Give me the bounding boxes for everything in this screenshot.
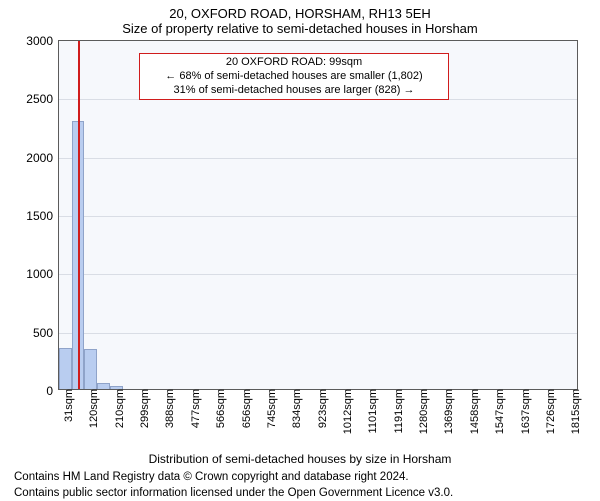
gridline-h xyxy=(59,274,577,275)
histogram-bar xyxy=(84,349,97,389)
annotation-box: 20 OXFORD ROAD: 99sqm← 68% of semi-detac… xyxy=(139,53,449,100)
x-tick-label: 477sqm xyxy=(186,389,202,428)
x-tick-label: 1012sqm xyxy=(338,389,354,434)
page-title-line2: Size of property relative to semi-detach… xyxy=(0,21,600,40)
y-tick-label: 2000 xyxy=(26,151,59,165)
y-tick-label: 1500 xyxy=(26,209,59,223)
x-tick-label: 1458sqm xyxy=(465,389,481,434)
annotation-line: ← 68% of semi-detached houses are smalle… xyxy=(146,70,442,84)
chart-container: Number of semi-detached properties 05001… xyxy=(0,40,600,450)
gridline-h xyxy=(59,216,577,217)
y-tick-label: 0 xyxy=(46,384,59,398)
footer-line1: Contains HM Land Registry data © Crown c… xyxy=(14,470,586,486)
annotation-line: 31% of semi-detached houses are larger (… xyxy=(146,84,442,98)
x-tick-label: 1191sqm xyxy=(389,389,405,433)
x-tick-label: 1815sqm xyxy=(566,389,582,434)
x-tick-label: 1637sqm xyxy=(516,389,532,434)
plot-area: 05001000150020002500300031sqm120sqm210sq… xyxy=(58,40,578,390)
footer: Contains HM Land Registry data © Crown c… xyxy=(0,466,600,501)
x-tick-label: 120sqm xyxy=(84,389,100,428)
page-title-line1: 20, OXFORD ROAD, HORSHAM, RH13 5EH xyxy=(0,0,600,21)
footer-line2: Contains public sector information licen… xyxy=(14,486,586,501)
x-tick-label: 299sqm xyxy=(135,389,151,428)
x-tick-label: 923sqm xyxy=(313,389,329,428)
x-tick-label: 1726sqm xyxy=(541,389,557,434)
annotation-line: 20 OXFORD ROAD: 99sqm xyxy=(146,56,442,70)
y-tick-label: 500 xyxy=(33,326,59,340)
x-tick-label: 1547sqm xyxy=(490,389,506,434)
x-tick-label: 834sqm xyxy=(287,389,303,428)
gridline-h xyxy=(59,333,577,334)
x-tick-label: 745sqm xyxy=(262,389,278,428)
y-tick-label: 3000 xyxy=(26,34,59,48)
gridline-h xyxy=(59,158,577,159)
x-tick-label: 1369sqm xyxy=(439,389,455,434)
x-tick-label: 210sqm xyxy=(110,389,126,428)
x-tick-label: 31sqm xyxy=(59,389,75,422)
y-tick-label: 1000 xyxy=(26,267,59,281)
histogram-bar xyxy=(59,348,72,389)
x-tick-label: 656sqm xyxy=(237,389,253,428)
x-tick-label: 1101sqm xyxy=(363,389,379,433)
y-tick-label: 2500 xyxy=(26,92,59,106)
x-tick-label: 566sqm xyxy=(211,389,227,428)
x-axis-label: Distribution of semi-detached houses by … xyxy=(0,452,600,466)
x-tick-label: 1280sqm xyxy=(414,389,430,434)
property-marker-line xyxy=(78,41,80,389)
x-tick-label: 388sqm xyxy=(160,389,176,428)
